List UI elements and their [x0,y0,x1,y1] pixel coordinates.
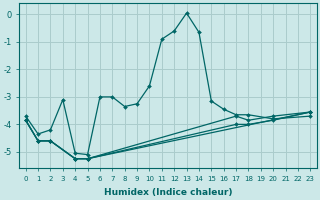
X-axis label: Humidex (Indice chaleur): Humidex (Indice chaleur) [104,188,232,197]
